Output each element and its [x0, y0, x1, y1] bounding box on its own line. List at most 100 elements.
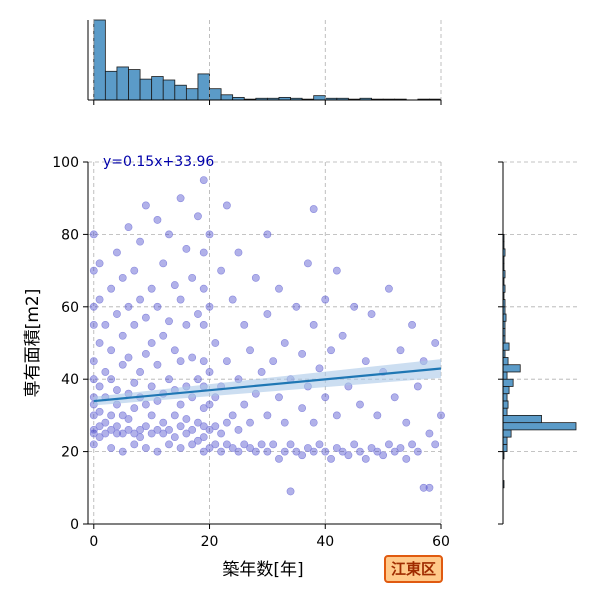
scatter-point — [263, 230, 272, 239]
scatter-points — [89, 176, 445, 496]
y-histogram-bar — [502, 386, 510, 395]
scatter-point — [118, 331, 127, 340]
scatter-point — [176, 295, 185, 304]
scatter-point — [165, 425, 173, 434]
scatter-point — [292, 447, 301, 456]
y-histogram-bar — [502, 371, 508, 380]
scatter-point — [217, 429, 225, 438]
scatter-point — [425, 483, 434, 492]
scatter-point — [413, 382, 422, 391]
scatter-point — [136, 433, 144, 442]
scatter-point — [298, 451, 307, 460]
y-histogram-bar — [502, 429, 512, 438]
y-histogram-bar — [502, 364, 521, 373]
scatter-point — [124, 425, 133, 434]
scatter-point — [95, 422, 104, 431]
scatter-point — [228, 411, 237, 420]
scatter-point — [396, 444, 405, 452]
x-histogram-bar — [151, 76, 164, 101]
scatter-point — [234, 447, 243, 456]
scatter-point — [379, 451, 388, 460]
main-gridlines — [88, 161, 442, 524]
scatter-point — [107, 346, 116, 355]
x-histogram-bar — [128, 69, 141, 101]
scatter-point — [228, 444, 237, 452]
scatter-point — [107, 284, 116, 293]
x-histogram-bar — [185, 88, 199, 101]
scatter-point — [350, 302, 359, 311]
scatter-point — [170, 281, 179, 289]
scatter-point — [275, 284, 283, 293]
scatter-point — [321, 295, 330, 304]
scatter-point — [431, 339, 440, 347]
scatter-point — [344, 451, 353, 460]
scatter-point — [95, 407, 104, 416]
scatter-point — [361, 357, 370, 365]
scatter-point — [170, 346, 179, 355]
x-histogram-bar — [313, 95, 326, 101]
y-histogram-bar — [502, 407, 508, 416]
scatter-point — [182, 320, 191, 329]
y-histogram-bar — [502, 357, 509, 366]
scatter-point — [89, 230, 98, 239]
scatter-point — [113, 422, 121, 431]
scatter-point — [113, 386, 121, 394]
scatter-point — [431, 440, 440, 449]
scatter-point — [101, 320, 110, 329]
scatter-point — [89, 266, 98, 275]
x-histogram-bar — [197, 73, 210, 101]
scatter-point — [222, 440, 231, 449]
scatter-point — [269, 357, 278, 365]
regression-equation-label: y=0.15x+33.96 — [103, 154, 214, 170]
scatter-point — [321, 393, 330, 402]
scatter-point — [159, 259, 168, 268]
x-tick-label: 20 — [201, 534, 219, 550]
scatter-point — [95, 339, 104, 347]
scatter-point — [402, 418, 411, 427]
scatter-point — [257, 368, 266, 376]
scatter-point — [199, 447, 208, 456]
y-histogram-bar — [502, 393, 508, 402]
scatter-point — [222, 357, 231, 365]
scatter-point — [118, 411, 127, 420]
scatter-point — [251, 273, 260, 282]
scatter-point — [141, 400, 150, 409]
y-tick-label: 20 — [61, 445, 79, 461]
scatter-point — [141, 201, 150, 210]
scatter-point — [95, 382, 104, 391]
x-tick-label: 60 — [432, 534, 450, 550]
scatter-point — [309, 205, 318, 213]
scatter-point — [136, 295, 144, 304]
scatter-point — [315, 364, 324, 373]
scatter-point — [194, 436, 202, 445]
scatter-point — [211, 440, 220, 449]
scatter-point — [136, 425, 144, 434]
scatter-point — [130, 320, 139, 329]
scatter-point — [188, 425, 197, 434]
scatter-point — [147, 339, 156, 347]
x-axis-title: 築年数[年] — [222, 560, 303, 580]
scatter-point — [107, 375, 116, 384]
y-histogram-bar — [502, 443, 508, 452]
scatter-point — [165, 375, 173, 384]
scatter-point — [286, 487, 295, 496]
scatter-point — [141, 444, 150, 452]
scatter-point — [130, 440, 139, 449]
y-axis-title: 専有面積[m2] — [23, 289, 43, 398]
scatter-point — [107, 444, 116, 452]
scatter-point — [240, 320, 249, 329]
scatter-point — [205, 425, 214, 434]
scatter-point — [373, 447, 382, 456]
scatter-point — [240, 400, 249, 409]
scatter-point — [413, 447, 422, 456]
y-histogram-bar — [502, 400, 509, 409]
scatter-point — [298, 404, 307, 413]
scatter-point — [234, 248, 243, 257]
scatter-point — [356, 400, 364, 409]
scatter-point — [205, 368, 214, 376]
scatter-point — [182, 429, 191, 438]
scatter-point — [425, 429, 434, 438]
x-tick-label: 40 — [316, 534, 334, 550]
scatter-point — [153, 216, 162, 224]
scatter-point — [199, 422, 208, 431]
